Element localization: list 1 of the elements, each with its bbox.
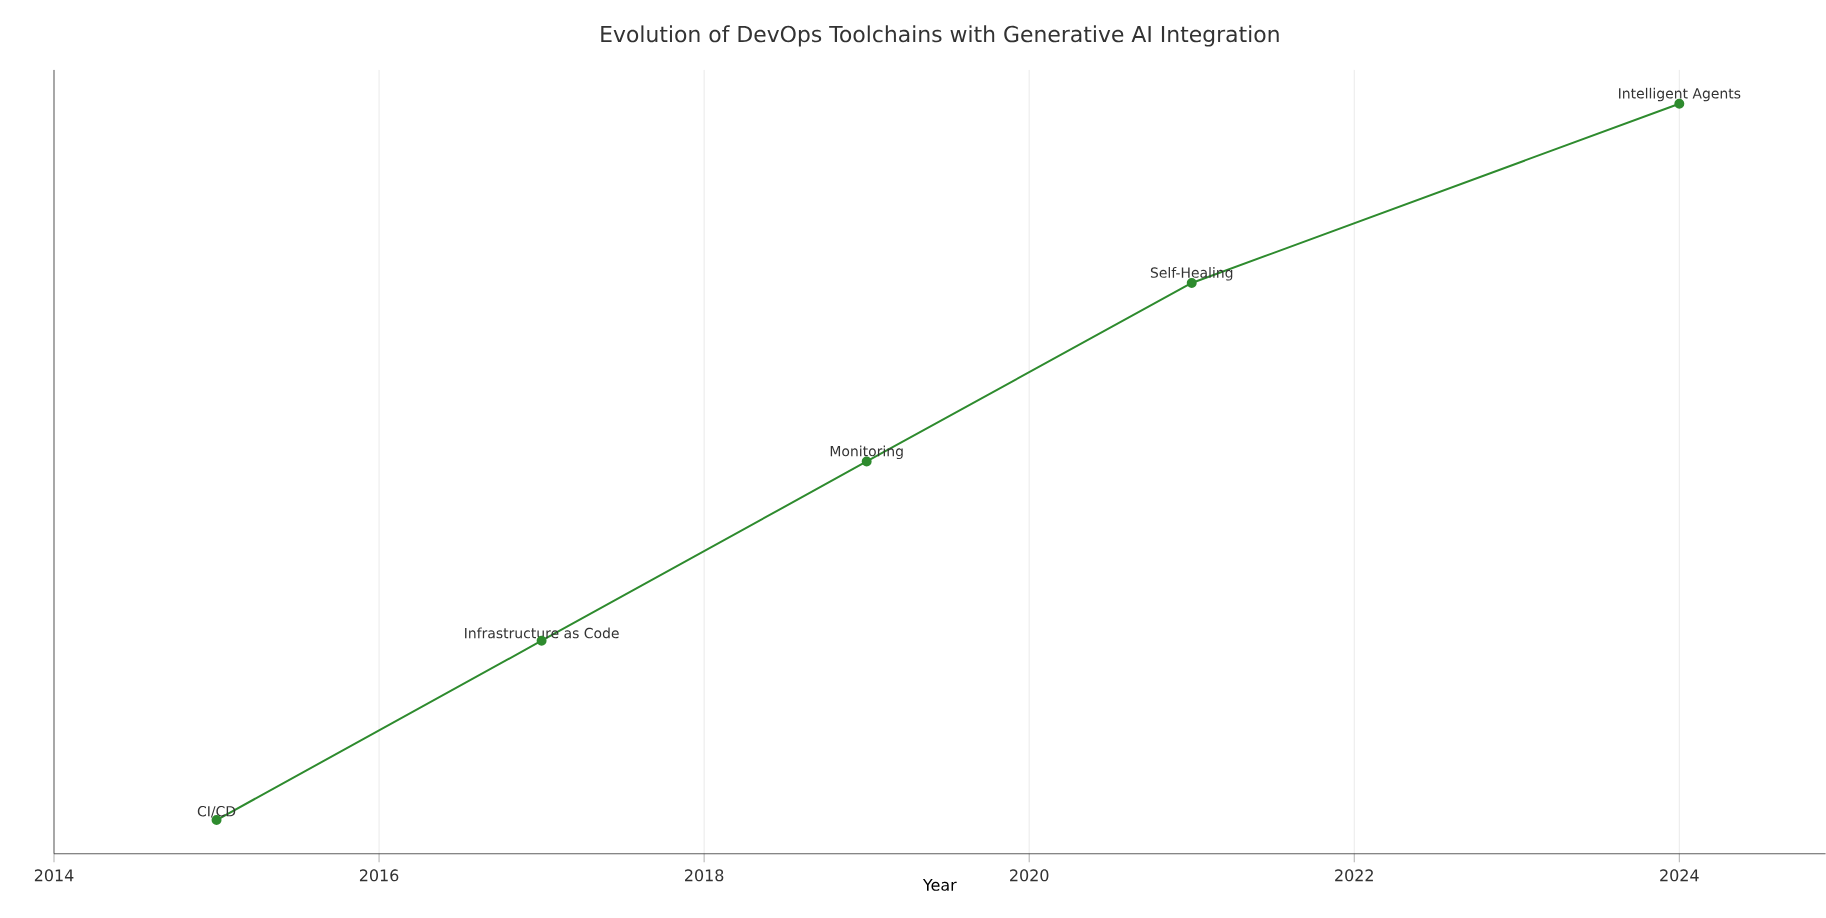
chart-title: Evolution of DevOps Toolchains with Generative AI Integration [601,25,1279,47]
